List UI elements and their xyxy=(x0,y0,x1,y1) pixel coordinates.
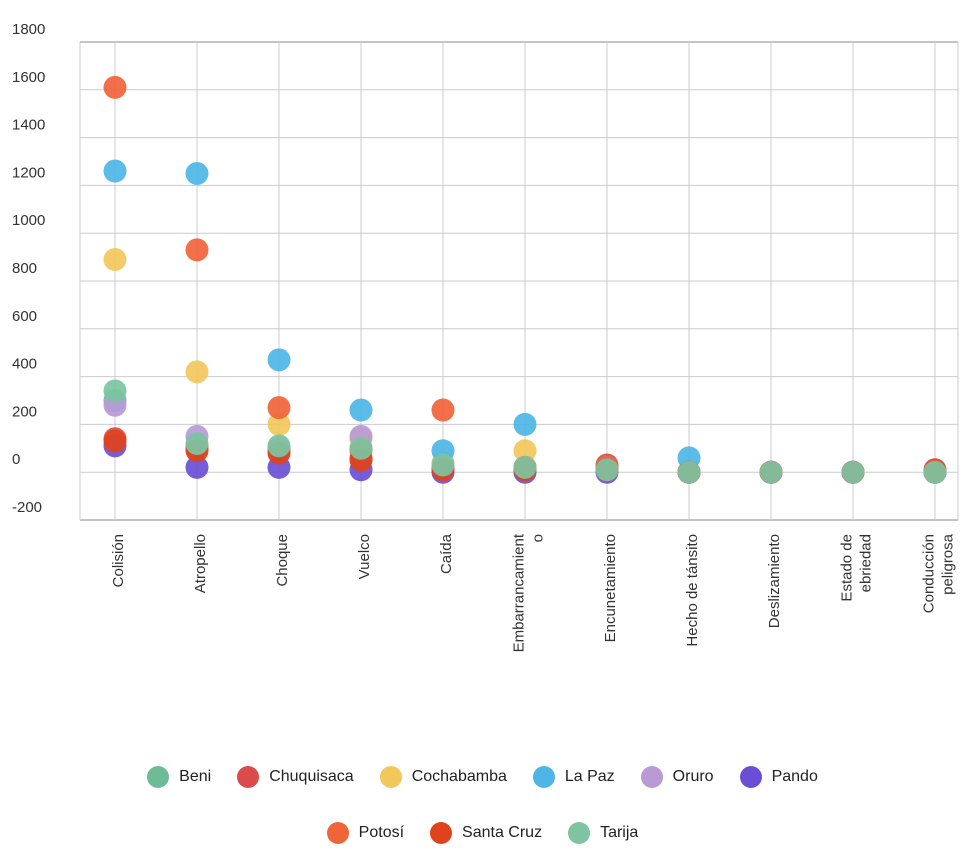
x-tick-label-line: Estado de xyxy=(838,534,855,602)
data-point xyxy=(267,348,291,372)
data-point xyxy=(185,161,209,185)
data-point xyxy=(103,429,127,453)
data-point xyxy=(513,455,537,479)
data-point xyxy=(103,379,127,403)
legend-item: Beni xyxy=(147,766,211,788)
y-tick-label: 1000 xyxy=(12,212,45,229)
x-tick-label-line: peligrosa xyxy=(939,533,956,595)
legend-label: Chuquisaca xyxy=(269,768,354,785)
legend-item: La Paz xyxy=(532,766,615,788)
data-points xyxy=(103,75,947,484)
legend-marker xyxy=(532,766,555,788)
y-tick-label: 200 xyxy=(12,403,37,420)
legend-label: Tarija xyxy=(600,824,639,841)
x-tick-label: Choque xyxy=(274,534,291,587)
x-tick-label: Encunetamiento xyxy=(602,534,619,642)
legend-label: Pando xyxy=(771,768,818,785)
data-point xyxy=(267,412,291,436)
legend-label: La Paz xyxy=(564,768,615,785)
data-point xyxy=(513,439,537,463)
x-tick-label-line: Atropello xyxy=(192,534,209,593)
legend-item: Chuquisaca xyxy=(237,766,354,788)
x-tick-label-line: Encunetamiento xyxy=(602,534,619,642)
legend-item: Oruro xyxy=(640,766,714,788)
y-tick-label: 1200 xyxy=(12,164,45,181)
x-tick-label-line: Choque xyxy=(274,534,291,587)
legend-label: Oruro xyxy=(672,768,714,785)
legend-label: Beni xyxy=(179,768,212,785)
legend-label: Cochabamba xyxy=(411,768,507,785)
legend-label: Potosí xyxy=(358,824,405,841)
x-axis: Colisión Atropello Choque Vuelco Caída Embarr… xyxy=(110,533,957,652)
data-point xyxy=(185,360,209,384)
x-tick-label: Estado de ebriedad xyxy=(838,534,874,602)
x-tick-label-line: Colisión xyxy=(110,534,127,587)
legend-marker xyxy=(640,766,663,788)
y-tick-label: -200 xyxy=(12,499,42,516)
legend-marker xyxy=(379,766,402,788)
data-point xyxy=(349,436,373,460)
data-point xyxy=(759,460,783,484)
data-point xyxy=(103,247,127,271)
data-point xyxy=(185,455,209,479)
x-tick-label: Embarrancamient o xyxy=(510,533,546,652)
legend-marker xyxy=(237,766,260,788)
legend-label: Santa Cruz xyxy=(462,824,543,841)
x-tick-label-line: Hecho de tánsito xyxy=(684,534,701,647)
data-point xyxy=(185,432,209,456)
x-tick-label-line: Deslizamiento xyxy=(766,534,783,628)
x-tick-label-line: o xyxy=(529,534,546,542)
x-tick-label: Hecho de tánsito xyxy=(684,534,701,647)
y-tick-label: 1400 xyxy=(12,117,45,134)
legend-item: Tarija xyxy=(568,822,638,844)
x-tick-label-line: ebriedad xyxy=(857,534,874,592)
data-point xyxy=(267,396,291,420)
data-point xyxy=(841,460,865,484)
y-tick-label: 0 xyxy=(12,451,20,468)
data-point xyxy=(185,238,209,262)
legend-row-1: Beni Chuquisaca Cochabamba La Paz Oruro Pando xyxy=(0,766,965,788)
x-tick-label: Caída xyxy=(438,533,455,574)
data-point xyxy=(677,460,701,484)
scatter-chart: -200 0 200 400 600 800 1000 1200 1400 1600 1800 Co… xyxy=(12,21,959,652)
y-tick-label: 400 xyxy=(12,356,37,373)
x-tick-label: Vuelco xyxy=(356,534,373,579)
data-point xyxy=(349,398,373,422)
legend-item: Potosí xyxy=(326,822,405,844)
x-tick-label: Atropello xyxy=(192,534,209,593)
legend-marker xyxy=(147,766,170,788)
y-tick-label: 600 xyxy=(12,308,37,325)
x-tick-label: Deslizamiento xyxy=(766,534,783,628)
data-point xyxy=(431,453,455,477)
y-axis: -200 0 200 400 600 800 1000 1200 1400 1600 1800 xyxy=(12,21,45,516)
x-tick-label-line: Caída xyxy=(438,533,455,574)
legend-row-2: Potosí Santa Cruz Tarija xyxy=(0,822,965,844)
y-tick-label: 1800 xyxy=(12,21,45,38)
data-point xyxy=(103,159,127,183)
data-point xyxy=(513,412,537,436)
y-tick-label: 800 xyxy=(12,260,37,277)
legend-item: Cochabamba xyxy=(379,766,507,788)
x-tick-label-line: Embarrancamient xyxy=(510,533,527,652)
legend-item: Pando xyxy=(739,766,818,788)
x-tick-label-line: Conducción xyxy=(920,534,937,613)
x-tick-label-line: Vuelco xyxy=(356,534,373,579)
y-tick-label: 1600 xyxy=(12,69,45,86)
legend-marker xyxy=(739,766,762,788)
legend-marker xyxy=(326,822,349,844)
data-point xyxy=(595,458,619,482)
data-point xyxy=(103,75,127,99)
x-tick-label: Conducción peligrosa xyxy=(920,533,956,613)
x-tick-label: Colisión xyxy=(110,534,127,587)
data-point xyxy=(923,460,947,484)
data-point xyxy=(267,434,291,458)
legend-marker xyxy=(430,822,453,844)
legend-marker xyxy=(568,822,591,844)
data-point xyxy=(431,398,455,422)
legend-item: Santa Cruz xyxy=(430,822,542,844)
